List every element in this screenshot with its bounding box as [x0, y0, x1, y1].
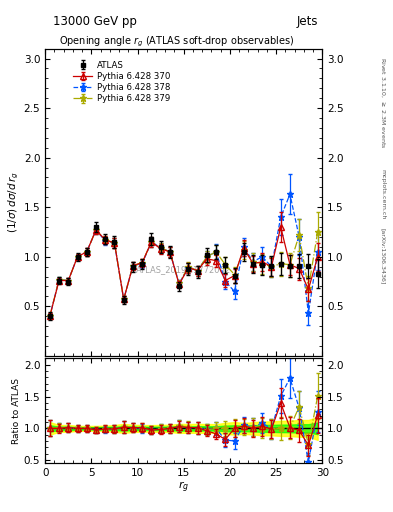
- Text: Jets: Jets: [297, 15, 318, 28]
- Y-axis label: $(1/\sigma)\,d\sigma/d\,r_g$: $(1/\sigma)\,d\sigma/d\,r_g$: [7, 171, 21, 233]
- Text: 13000 GeV pp: 13000 GeV pp: [53, 15, 137, 28]
- Text: Opening angle $r_g$ (ATLAS soft-drop observables): Opening angle $r_g$ (ATLAS soft-drop obs…: [59, 34, 294, 49]
- Text: mcplots.cern.ch: mcplots.cern.ch: [381, 169, 386, 220]
- Text: Rivet 3.1.10, $\geq$ 2.3M events: Rivet 3.1.10, $\geq$ 2.3M events: [379, 57, 387, 148]
- X-axis label: $r_g$: $r_g$: [178, 480, 189, 495]
- Text: ATLAS_2019_I1772062: ATLAS_2019_I1772062: [136, 265, 231, 274]
- Legend: ATLAS, Pythia 6.428 370, Pythia 6.428 378, Pythia 6.428 379: ATLAS, Pythia 6.428 370, Pythia 6.428 37…: [72, 59, 172, 105]
- Y-axis label: Ratio to ATLAS: Ratio to ATLAS: [12, 378, 21, 444]
- Text: [arXiv:1306.3436]: [arXiv:1306.3436]: [381, 228, 386, 284]
